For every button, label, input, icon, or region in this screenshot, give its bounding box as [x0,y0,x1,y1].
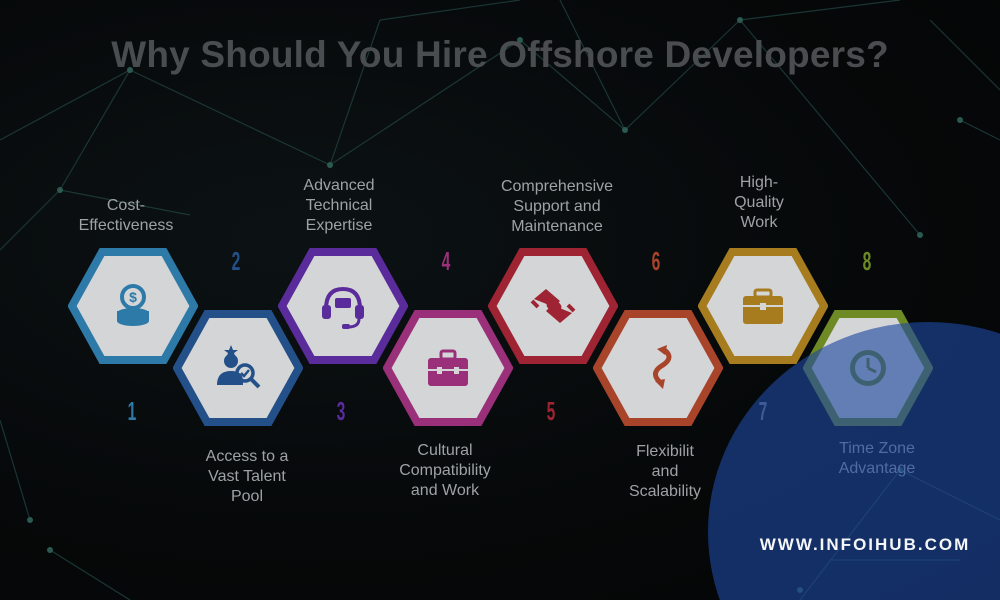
hex-item-2 [173,310,303,426]
item-1-label: Cost- Effectiveness [78,197,174,234]
item-2-number: 2 [231,246,241,276]
hex-item-5 [488,248,618,364]
item-8-number: 8 [862,246,872,276]
item-5-number: 5 [546,396,556,426]
item-3-label: Advanced Technical Expertise [303,177,375,234]
clock-icon [850,350,886,386]
item-3-number: 3 [336,396,346,426]
hex-item-8 [803,310,933,426]
item-6-label: Flexibilit and Scalability [628,443,702,500]
hex-item-4 [383,310,513,426]
toolbox-icon [743,288,783,324]
item-4-number: 4 [441,246,451,276]
arrows-icon [653,345,672,389]
item-5-label: Comprehensive Support and Maintenance [500,178,614,235]
hex-item-3 [278,248,408,364]
item-6-number: 6 [651,246,661,276]
hex-item-6 [593,310,723,426]
page-title: Why Should You Hire Offshore Developers? [111,34,889,75]
coins-icon: $ [117,284,149,326]
hex-item-1: $ [68,248,198,364]
item-4-label: Cultural Compatibility and Work [399,442,491,499]
briefcase-icon [428,349,468,386]
talent-search-icon [217,345,261,389]
item-2-label: Access to a Vast Talent Pool [205,448,289,505]
item-1-number: 1 [127,396,137,426]
svg-text:$: $ [129,289,137,305]
website-url[interactable]: WWW.INFOIHUB.COM [759,535,971,554]
handshake-icon [530,289,576,323]
headset-icon [322,286,364,329]
item-7-number: 7 [758,396,768,426]
item-7-label: High- Quality Work [734,174,784,231]
item-8-label: Time Zone Advantage [838,440,916,477]
